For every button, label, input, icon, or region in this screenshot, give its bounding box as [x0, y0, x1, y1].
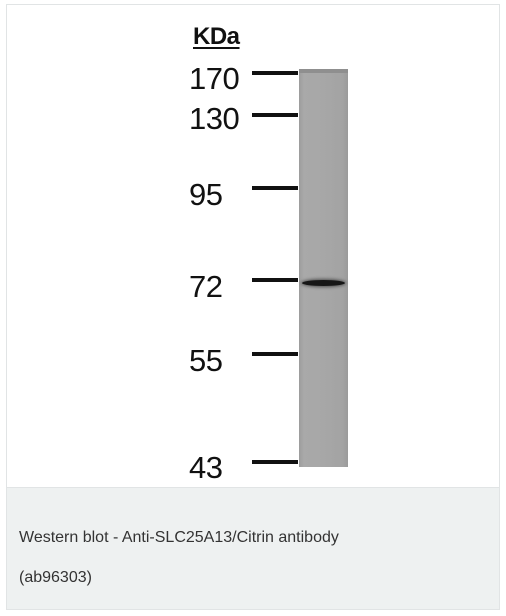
caption-line-1: Western blot - Anti-SLC25A13/Citrin anti…	[19, 529, 339, 546]
marker-label-170: 170	[189, 61, 240, 96]
marker-label-130: 130	[189, 101, 240, 136]
marker-label-72: 72	[189, 269, 223, 304]
marker-label-95: 95	[189, 177, 223, 212]
marker-label-43: 43	[189, 450, 223, 485]
figure-card: KDa 170 130 95 72 55 43 Western blot - A…	[6, 4, 500, 610]
marker-label-55: 55	[189, 343, 223, 378]
marker-tick-55	[252, 352, 298, 356]
sample-lane	[299, 69, 348, 467]
caption-line-2: (ab96303)	[19, 569, 92, 586]
marker-tick-130	[252, 113, 298, 117]
caption-text: Western blot - Anti-SLC25A13/Citrin anti…	[19, 518, 479, 598]
figure-caption: Western blot - Anti-SLC25A13/Citrin anti…	[7, 487, 499, 609]
lane-top-edge	[299, 69, 348, 73]
marker-tick-72	[252, 278, 298, 282]
protein-band	[302, 280, 345, 286]
marker-tick-170	[252, 71, 298, 75]
marker-tick-95	[252, 186, 298, 190]
unit-label: KDa	[193, 23, 240, 50]
marker-tick-43	[252, 460, 298, 464]
western-blot-image: KDa 170 130 95 72 55 43	[7, 5, 499, 487]
